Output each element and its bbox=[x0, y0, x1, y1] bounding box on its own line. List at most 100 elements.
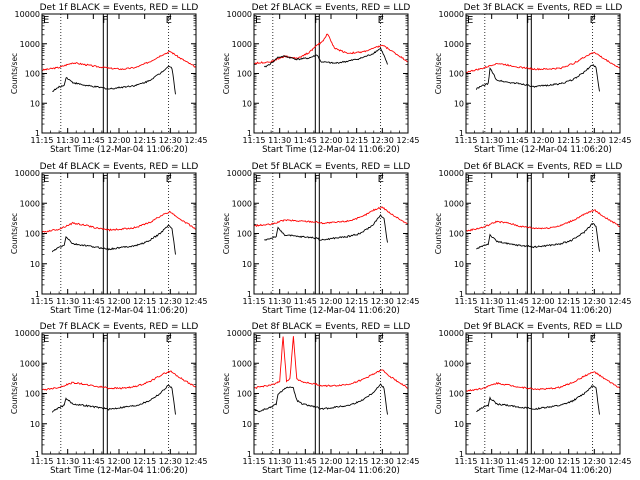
y-tick-label: 10 bbox=[30, 420, 40, 429]
y-tick-label: 10 bbox=[30, 260, 40, 269]
event-marker-e: E bbox=[255, 15, 261, 26]
event-marker-e: E bbox=[590, 15, 596, 26]
event-marker-f: F bbox=[314, 174, 320, 185]
series-line-lld bbox=[465, 371, 621, 392]
x-tick-label: 12:15 bbox=[557, 297, 580, 306]
x-tick-label: 12:30 bbox=[583, 297, 606, 306]
x-tick-label: 11:45 bbox=[506, 136, 529, 145]
x-tick-label: 12:30 bbox=[371, 457, 394, 466]
panel-title: Det 9f BLACK = Events, RED = LLD bbox=[464, 322, 623, 332]
event-marker-f: F bbox=[526, 334, 532, 345]
y-tick-label: 10000 bbox=[227, 329, 252, 338]
panel-title: Det 6f BLACK = Events, RED = LLD bbox=[464, 162, 623, 172]
series-line-events bbox=[264, 47, 388, 68]
y-tick-label: 1000 bbox=[232, 359, 252, 368]
y-tick-label: 10000 bbox=[15, 10, 40, 19]
x-tick-label: 12:00 bbox=[107, 297, 130, 306]
x-tick-label: 11:45 bbox=[82, 297, 105, 306]
y-tick-label: 10 bbox=[242, 99, 252, 108]
y-tick-label: 1 bbox=[459, 290, 464, 299]
event-marker-e: E bbox=[166, 334, 172, 345]
y-tick-label: 1000 bbox=[20, 359, 40, 368]
panel-title: Det 2f BLACK = Events, RED = LLD bbox=[252, 3, 411, 13]
x-tick-label: 11:15 bbox=[454, 136, 477, 145]
event-marker-e: E bbox=[43, 174, 49, 185]
y-tick-label: 10000 bbox=[439, 10, 464, 19]
y-tick-label: 1000 bbox=[20, 199, 40, 208]
x-tick-label: 12:45 bbox=[608, 136, 631, 145]
y-tick-label: 10000 bbox=[227, 169, 252, 178]
panel-title: Det 7f BLACK = Events, RED = LLD bbox=[40, 322, 199, 332]
series-line-lld bbox=[253, 33, 408, 65]
x-tick-label: 12:00 bbox=[531, 136, 554, 145]
detector-panel-3: Det 3f BLACK = Events, RED = LLD 1 10 100 10… bbox=[434, 3, 632, 155]
x-tick-label: 12:00 bbox=[319, 457, 342, 466]
x-tick-label: 12:45 bbox=[184, 136, 207, 145]
x-tick-label: 11:45 bbox=[506, 297, 529, 306]
x-tick-label: 11:45 bbox=[82, 136, 105, 145]
event-marker-e: E bbox=[378, 15, 384, 26]
plot-frame bbox=[253, 13, 409, 134]
panel-title: Det 4f BLACK = Events, RED = LLD bbox=[40, 162, 199, 172]
event-marker-e: E bbox=[255, 334, 261, 345]
y-tick-label: 10 bbox=[242, 260, 252, 269]
x-tick-label: 11:15 bbox=[242, 457, 265, 466]
y-tick-label: 100 bbox=[237, 390, 252, 399]
x-tick-label: 12:00 bbox=[319, 297, 342, 306]
x-tick-label: 12:30 bbox=[371, 136, 394, 145]
x-tick-label: 11:45 bbox=[506, 457, 529, 466]
event-marker-e: E bbox=[166, 15, 172, 26]
y-axis-label: Counts/sec bbox=[10, 213, 19, 254]
event-marker-e: E bbox=[378, 334, 384, 345]
y-tick-label: 1 bbox=[247, 450, 252, 459]
y-axis-label: Counts/sec bbox=[222, 53, 231, 94]
y-tick-label: 1 bbox=[35, 290, 40, 299]
y-tick-label: 1000 bbox=[444, 40, 464, 49]
x-tick-label: 12:15 bbox=[133, 297, 156, 306]
y-tick-label: 10000 bbox=[15, 329, 40, 338]
x-tick-label: 11:30 bbox=[480, 136, 503, 145]
series-line-lld bbox=[253, 206, 409, 228]
x-tick-label: 11:30 bbox=[268, 297, 291, 306]
y-tick-label: 10 bbox=[454, 99, 464, 108]
y-tick-label: 1 bbox=[35, 450, 40, 459]
detector-panel-5: Det 5f BLACK = Events, RED = LLD 1 10 100 10… bbox=[222, 162, 420, 316]
event-marker-e: E bbox=[590, 174, 596, 185]
x-tick-label: 11:15 bbox=[454, 297, 477, 306]
panel-title: Det 8f BLACK = Events, RED = LLD bbox=[252, 322, 411, 332]
y-tick-label: 10000 bbox=[15, 169, 40, 178]
y-tick-label: 100 bbox=[449, 390, 464, 399]
x-axis-label: Start Time (12-Mar-04 11:06:20) bbox=[50, 145, 188, 155]
series-line-lld bbox=[41, 370, 197, 391]
x-tick-label: 12:45 bbox=[184, 457, 207, 466]
x-tick-label: 11:15 bbox=[30, 457, 53, 466]
x-tick-label: 11:45 bbox=[294, 457, 317, 466]
x-tick-label: 11:45 bbox=[294, 136, 317, 145]
x-tick-label: 11:30 bbox=[56, 136, 79, 145]
x-axis-label: Start Time (12-Mar-04 11:06:20) bbox=[262, 306, 400, 316]
y-axis-label: Counts/sec bbox=[10, 373, 19, 414]
y-axis-label: Counts/sec bbox=[434, 53, 443, 94]
x-tick-label: 11:30 bbox=[268, 457, 291, 466]
series-line-events bbox=[476, 223, 600, 252]
series-line-lld bbox=[465, 209, 621, 232]
y-tick-label: 10 bbox=[454, 260, 464, 269]
y-tick-label: 10000 bbox=[227, 10, 252, 19]
x-tick-label: 12:15 bbox=[557, 136, 580, 145]
x-tick-label: 12:15 bbox=[133, 136, 156, 145]
x-tick-label: 12:45 bbox=[396, 297, 419, 306]
x-tick-label: 12:30 bbox=[159, 136, 182, 145]
y-axis-label: Counts/sec bbox=[222, 373, 231, 414]
x-axis-label: Start Time (12-Mar-04 11:06:20) bbox=[262, 466, 400, 476]
x-tick-label: 11:15 bbox=[30, 297, 53, 306]
x-axis-label: Start Time (12-Mar-04 11:06:20) bbox=[262, 145, 400, 155]
x-tick-label: 11:30 bbox=[56, 457, 79, 466]
detector-panel-7: Det 7f BLACK = Events, RED = LLD 1 10 100 10… bbox=[10, 322, 208, 476]
detector-panel-6: Det 6f BLACK = Events, RED = LLD 1 10 100 10… bbox=[434, 162, 632, 316]
event-marker-e: E bbox=[467, 334, 473, 345]
event-marker-e: E bbox=[255, 174, 261, 185]
y-tick-label: 1000 bbox=[444, 359, 464, 368]
detector-panel-9: Det 9f BLACK = Events, RED = LLD 1 10 100 10… bbox=[434, 322, 632, 476]
x-tick-label: 12:00 bbox=[319, 136, 342, 145]
event-marker-f: F bbox=[314, 15, 320, 26]
